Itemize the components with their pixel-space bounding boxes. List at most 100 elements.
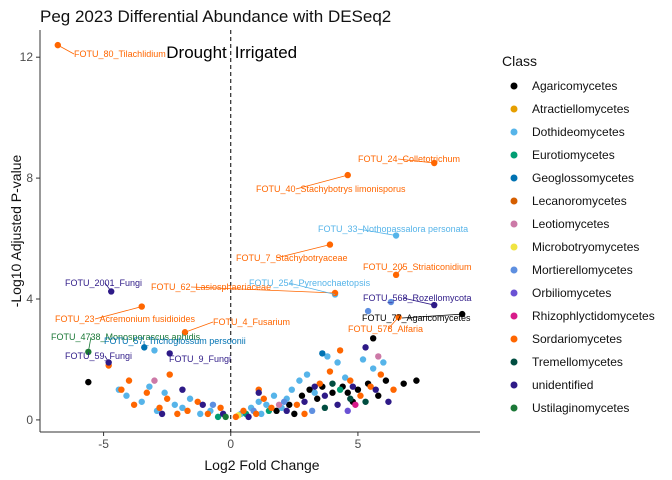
data-point — [390, 386, 397, 393]
annotation-label: FOTU_4738_Monosporascus aphidis — [51, 332, 201, 342]
data-point — [222, 413, 229, 421]
data-point — [321, 392, 329, 399]
data-point — [280, 398, 288, 405]
legend-swatch — [510, 197, 518, 205]
data-point — [413, 377, 420, 384]
x-axis-label: Log2 Fold Change — [204, 457, 319, 473]
data-point — [329, 380, 336, 387]
data-point — [270, 392, 278, 399]
data-point — [199, 401, 206, 408]
data-point — [288, 386, 295, 393]
legend-swatch — [510, 312, 518, 320]
data-point — [143, 389, 151, 396]
data-point — [263, 401, 270, 408]
legend-swatch — [510, 289, 518, 297]
axes: -5 0 5 0 4 8 12 Drought Irrigated — [20, 30, 480, 451]
data-point — [329, 389, 336, 396]
data-point — [314, 395, 321, 402]
legend-label: Sordariomycetes — [532, 332, 622, 346]
legend-entry: Sordariomycetes — [510, 332, 622, 346]
data-point — [125, 377, 133, 384]
legend-swatch — [510, 404, 518, 412]
annotation-leader — [275, 244, 331, 259]
series-orbiliomycetes — [344, 407, 351, 415]
legend-label: Atractiellomycetes — [532, 102, 629, 116]
annotation-leader — [395, 266, 404, 276]
data-point — [342, 374, 349, 381]
plot-panel — [40, 30, 480, 432]
legend-entry: Eurotiomycetes — [510, 148, 615, 162]
data-point — [380, 359, 387, 366]
data-point — [375, 353, 382, 360]
data-point — [311, 383, 318, 390]
annotation-label: FOTU_578_Alfaria — [348, 324, 423, 334]
annotation-leader — [402, 297, 435, 306]
legend-entry: Dothideomycetes — [510, 125, 625, 139]
data-point — [321, 404, 329, 412]
data-point — [372, 386, 379, 393]
legend-entry: Atractiellomycetes — [510, 102, 629, 116]
annotation-leader — [184, 321, 214, 333]
legend-swatch — [510, 220, 518, 228]
data-point — [161, 389, 168, 396]
legend-swatch — [510, 151, 518, 159]
chart-title: Peg 2023 Differential Abundance with DES… — [40, 7, 391, 26]
legend-entry: Mortierellomycetes — [510, 263, 633, 277]
data-point — [306, 386, 313, 393]
x-tick-label: -5 — [98, 437, 109, 451]
data-point — [334, 359, 341, 366]
legend-swatch — [510, 243, 518, 251]
legend-swatch — [510, 128, 518, 136]
data-point — [273, 407, 280, 415]
annotation-leader — [387, 316, 399, 330]
data-point — [283, 407, 290, 415]
data-point — [336, 347, 344, 354]
data-point — [138, 398, 145, 405]
annotation-leader — [104, 282, 112, 292]
data-point — [400, 380, 407, 387]
x-tick-label: 0 — [227, 437, 234, 451]
legend-label: Dothideomycetes — [532, 125, 625, 139]
data-point — [209, 401, 217, 408]
annotation-label: FOTU_40_Stachybotrys limonisporus — [256, 184, 406, 194]
data-point — [334, 401, 341, 408]
data-point — [232, 413, 240, 421]
legend-swatch — [510, 358, 518, 366]
data-point — [387, 298, 395, 306]
data-point — [385, 398, 392, 405]
legend-label: Lecanoromycetes — [532, 194, 627, 208]
y-tick-label: 12 — [20, 50, 34, 64]
data-point — [286, 401, 293, 408]
legend: Class Agaricomycetes Atractiellomycetes Dot… — [502, 53, 655, 415]
data-point — [151, 377, 158, 384]
data-point — [359, 356, 367, 363]
data-point — [349, 383, 357, 390]
legend-entry: Tremellomycetes — [510, 355, 623, 369]
data-point — [301, 398, 308, 405]
data-point — [85, 378, 92, 386]
data-point — [301, 410, 308, 418]
legend-swatch — [510, 105, 518, 113]
annotation-label: FOTU_77_Agaricomycetes — [362, 313, 471, 323]
data-point — [344, 407, 351, 415]
data-point — [158, 410, 166, 418]
legend-entry: Orbiliomycetes — [510, 286, 611, 300]
data-point — [362, 344, 369, 351]
data-point — [174, 410, 181, 418]
annotation-label: FOTU_62_Lasiosphaeriaceae — [151, 282, 271, 292]
data-point — [352, 401, 359, 408]
data-point — [214, 413, 222, 421]
legend-swatch — [510, 266, 518, 274]
data-point — [245, 413, 252, 421]
data-point — [197, 410, 204, 418]
annotation-leader — [357, 228, 397, 236]
annotation-label: FOTU_80_Tilachlidium — [74, 49, 166, 59]
data-point — [255, 398, 262, 405]
data-point — [347, 395, 354, 402]
annotation-leader — [190, 286, 336, 294]
data-point — [375, 392, 382, 399]
legend-swatch — [510, 82, 518, 90]
data-point — [146, 383, 153, 390]
legend-label: Tremellomycetes — [532, 355, 623, 369]
